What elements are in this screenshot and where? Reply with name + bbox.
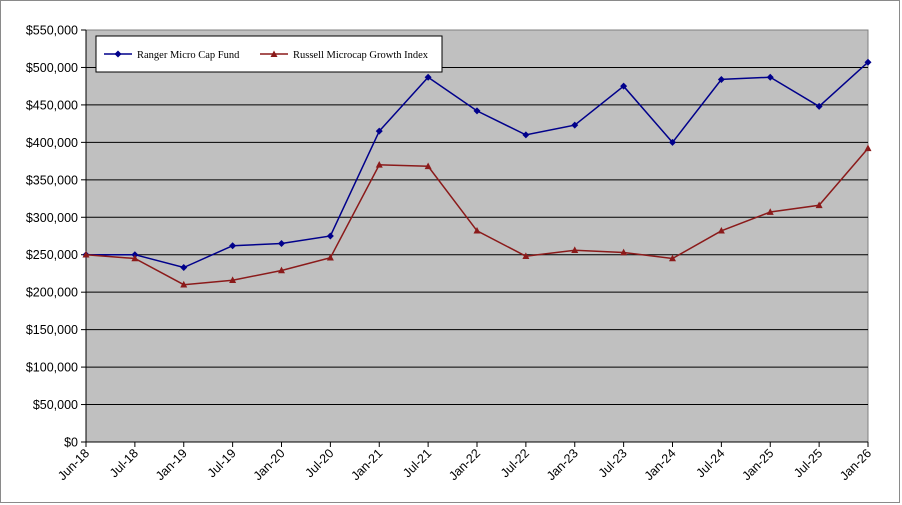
data-point-russell: [766, 208, 774, 215]
x-tick-label: Jul-21: [400, 446, 434, 480]
y-tick-label: $350,000: [26, 173, 78, 187]
data-point-russell: [473, 226, 481, 234]
x-tick-label: Jul-24: [694, 446, 728, 480]
y-tick-label: $450,000: [26, 98, 78, 112]
data-point-ranger: [522, 131, 530, 139]
legend-label-ranger: Ranger Micro Cap Fund: [137, 50, 240, 61]
x-tick-label: Jul-22: [498, 446, 532, 480]
x-tick-label: Jan-26: [837, 446, 874, 483]
data-point-ranger: [326, 232, 334, 240]
data-point-ranger: [424, 73, 432, 81]
y-tick-label: $0: [64, 436, 78, 450]
data-point-russell: [82, 250, 90, 258]
y-tick-label: $100,000: [26, 361, 78, 375]
data-point-ranger: [571, 121, 579, 129]
data-point-ranger: [229, 242, 237, 250]
data-point-ranger: [717, 75, 725, 83]
x-tick-label: Jan-25: [739, 446, 776, 483]
data-point-ranger: [815, 102, 823, 110]
data-point-russell: [131, 254, 139, 262]
series-layer: [82, 58, 872, 288]
data-point-ranger: [375, 127, 383, 135]
x-tick-label: Jan-24: [642, 446, 679, 483]
data-point-ranger: [620, 82, 628, 90]
x-tick-label: Jan-20: [251, 446, 288, 483]
x-tick-label: Jan-21: [348, 446, 385, 483]
y-tick-label: $500,000: [26, 61, 78, 75]
y-axis: $0 $50,000 $100,000 $150,000 $200,000 $250,00…: [26, 24, 87, 450]
data-point-russell: [717, 226, 725, 234]
data-point-russell: [620, 248, 628, 256]
x-tick-label: Jan-22: [446, 446, 483, 483]
x-tick-label: Jul-23: [596, 446, 630, 480]
y-tick-label: $150,000: [26, 323, 78, 337]
legend-marker-russell: [270, 50, 278, 57]
x-tick-label: Jan-19: [153, 446, 190, 483]
data-point-russell: [278, 266, 285, 274]
data-point-russell: [669, 254, 676, 262]
y-tick-label: $550,000: [26, 24, 78, 38]
x-tick-label: Jan-23: [544, 446, 581, 483]
data-point-ranger: [669, 138, 676, 146]
data-point-ranger: [864, 58, 872, 66]
y-tick-label: $400,000: [26, 136, 78, 150]
y-tick-label: $250,000: [26, 248, 78, 262]
x-tick-label: Jun-18: [55, 446, 92, 483]
data-point-ranger: [180, 263, 188, 271]
x-tick-label: Jul-25: [791, 446, 825, 480]
data-point-russell: [180, 280, 188, 288]
y-tick-label: $300,000: [26, 211, 78, 225]
legend-label-russell: Russell Microcap Growth Index: [293, 50, 429, 61]
data-point-russell: [424, 162, 432, 170]
plot-area: [85, 29, 869, 443]
data-point-russell: [522, 252, 530, 260]
x-axis: Jun-18 Jul-18 Jan-19 Jul-19 Jan-20 Jul-20 Jan-…: [55, 441, 874, 483]
data-point-ranger: [278, 239, 285, 247]
data-point-russell: [571, 246, 579, 254]
data-point-russell: [864, 144, 872, 152]
x-tick-label: Jul-20: [303, 446, 337, 480]
legend-marker-ranger: [114, 50, 122, 58]
data-point-russell: [229, 276, 237, 283]
data-point-russell: [815, 201, 823, 209]
data-point-ranger: [473, 107, 481, 115]
y-tick-label: $200,000: [26, 286, 78, 300]
x-tick-label: Jul-19: [205, 446, 239, 480]
data-point-russell: [375, 161, 383, 168]
y-tick-label: $50,000: [33, 398, 78, 412]
data-point-ranger: [766, 73, 774, 81]
data-point-russell: [326, 253, 334, 261]
legend: Ranger Micro Cap Fund Russell Microcap G…: [95, 35, 443, 73]
x-tick-label: Jul-18: [107, 446, 141, 480]
